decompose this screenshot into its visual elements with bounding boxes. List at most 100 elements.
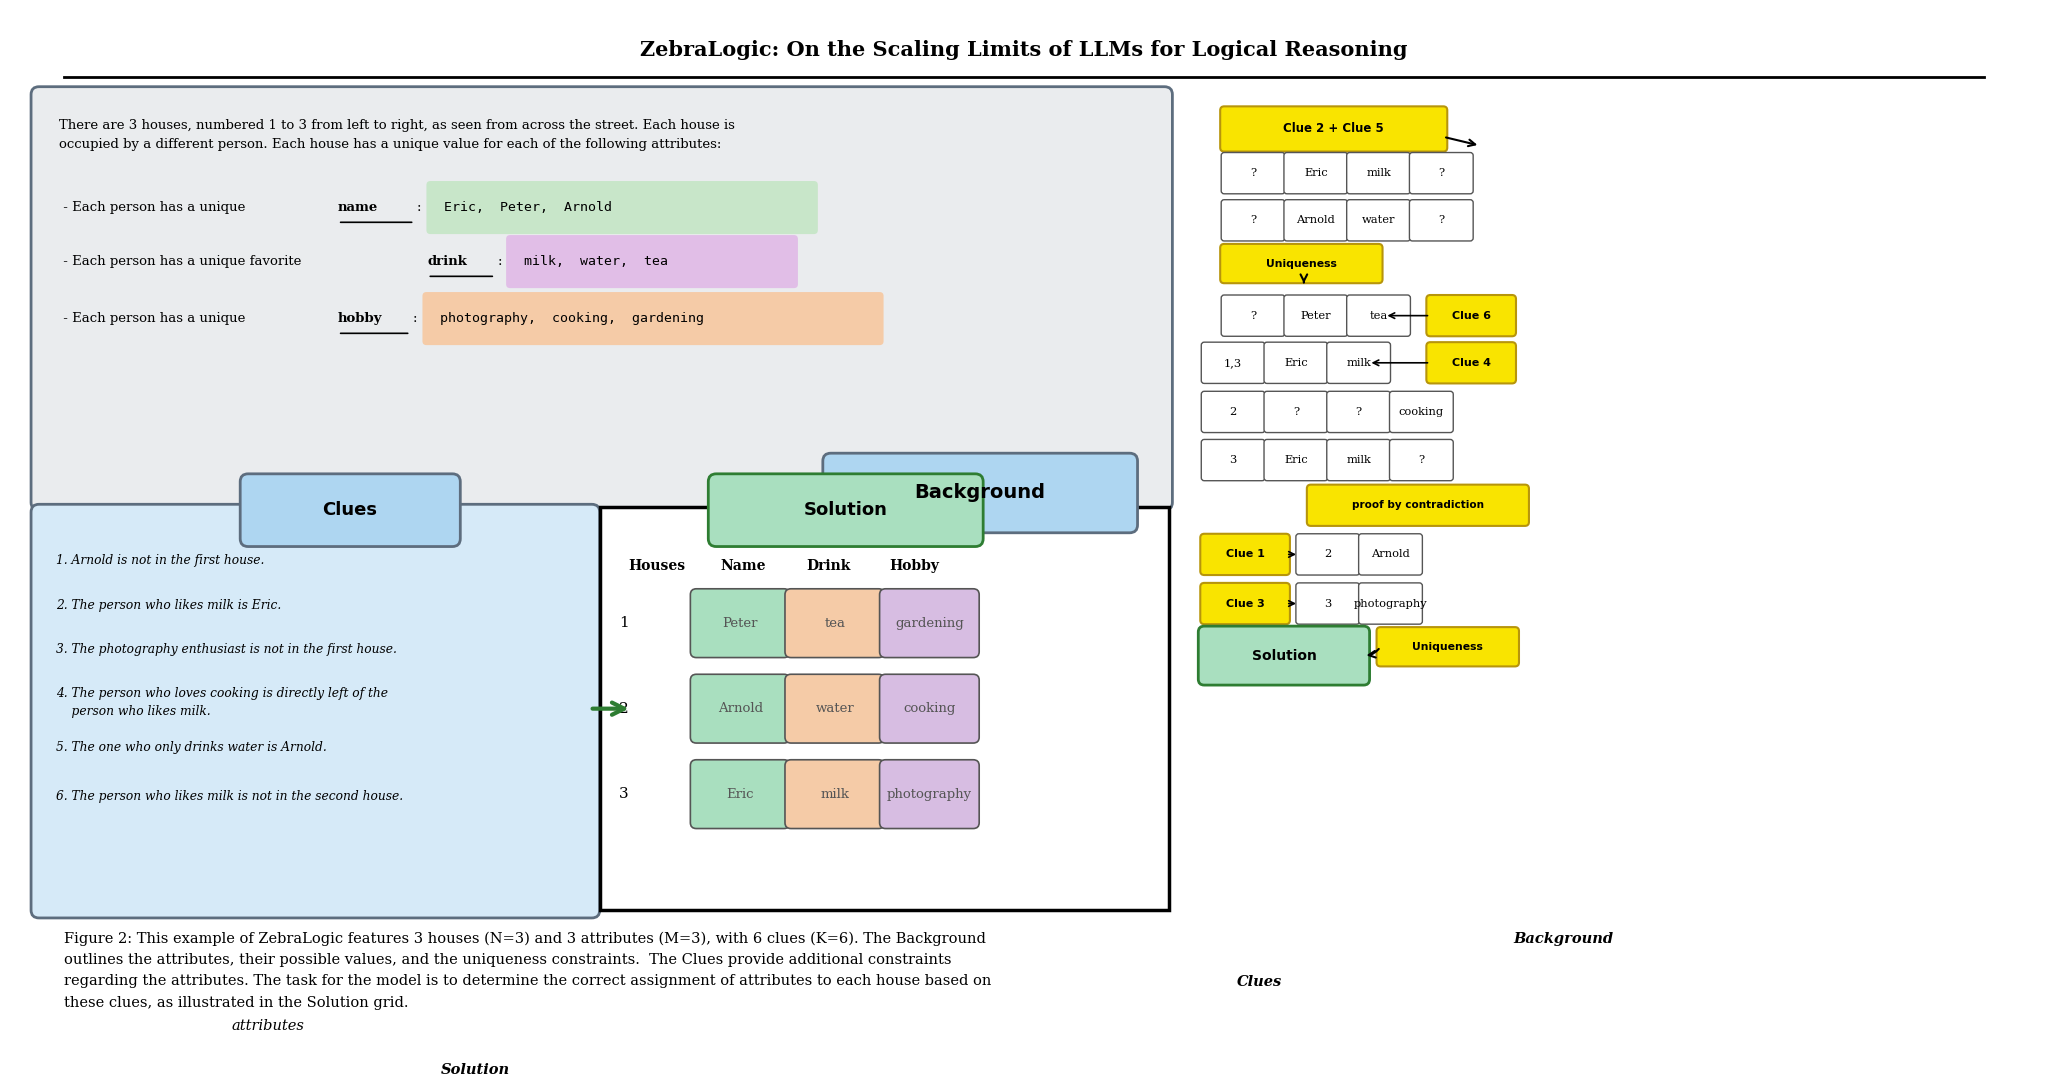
Text: Eric: Eric — [1284, 358, 1309, 368]
Text: ?: ? — [1249, 168, 1255, 179]
Text: :: : — [414, 312, 422, 325]
FancyBboxPatch shape — [784, 589, 885, 658]
Text: milk: milk — [1346, 456, 1370, 465]
Text: milk: milk — [1366, 168, 1391, 179]
Text: Eric: Eric — [727, 788, 754, 801]
FancyBboxPatch shape — [1358, 533, 1423, 575]
FancyBboxPatch shape — [1348, 295, 1411, 337]
Text: Figure 2: This example of ZebraLogic features 3 houses (N=3) and 3 attributes (M: Figure 2: This example of ZebraLogic fea… — [63, 932, 991, 1010]
Text: ?: ? — [1438, 215, 1444, 225]
Text: photography: photography — [1354, 598, 1427, 608]
Text: 2: 2 — [1229, 407, 1237, 417]
FancyBboxPatch shape — [1200, 583, 1290, 624]
Text: 6. The person who likes milk is not in the second house.: 6. The person who likes milk is not in t… — [55, 790, 403, 803]
Text: water: water — [1362, 215, 1395, 225]
FancyBboxPatch shape — [1409, 153, 1473, 194]
FancyBboxPatch shape — [1284, 153, 1348, 194]
Text: Houses: Houses — [629, 559, 686, 573]
Text: Eric: Eric — [1305, 168, 1327, 179]
Text: Uniqueness: Uniqueness — [1266, 259, 1337, 268]
Text: Drink: Drink — [807, 559, 852, 573]
Text: Eric: Eric — [1284, 456, 1309, 465]
Text: Peter: Peter — [723, 617, 758, 630]
FancyBboxPatch shape — [1202, 342, 1266, 383]
Text: ?: ? — [1249, 215, 1255, 225]
Text: ?: ? — [1292, 407, 1298, 417]
FancyBboxPatch shape — [1327, 439, 1391, 480]
Text: Arnold: Arnold — [1370, 550, 1409, 559]
FancyBboxPatch shape — [31, 87, 1171, 511]
Text: milk: milk — [821, 788, 850, 801]
Text: Clue 4: Clue 4 — [1452, 358, 1491, 368]
Text: Name: Name — [721, 559, 766, 573]
Text: photography: photography — [887, 788, 973, 801]
Text: proof by contradiction: proof by contradiction — [1352, 500, 1485, 511]
Text: Peter: Peter — [1300, 311, 1331, 320]
FancyBboxPatch shape — [1202, 392, 1266, 433]
FancyBboxPatch shape — [1425, 342, 1516, 383]
FancyBboxPatch shape — [1307, 485, 1530, 526]
FancyBboxPatch shape — [690, 589, 791, 658]
FancyBboxPatch shape — [1327, 342, 1391, 383]
Text: Background: Background — [1513, 932, 1614, 946]
FancyBboxPatch shape — [879, 674, 979, 743]
Text: 3: 3 — [618, 787, 629, 801]
FancyBboxPatch shape — [506, 235, 799, 288]
FancyBboxPatch shape — [1264, 392, 1327, 433]
FancyBboxPatch shape — [1409, 200, 1473, 241]
Text: photography,  cooking,  gardening: photography, cooking, gardening — [440, 312, 705, 325]
FancyBboxPatch shape — [784, 674, 885, 743]
FancyBboxPatch shape — [1264, 439, 1327, 480]
Text: ?: ? — [1249, 311, 1255, 320]
Text: milk,  water,  tea: milk, water, tea — [524, 255, 668, 268]
Text: Solution: Solution — [440, 1063, 510, 1077]
Text: tea: tea — [1370, 311, 1389, 320]
FancyBboxPatch shape — [879, 589, 979, 658]
Text: 1,3: 1,3 — [1225, 358, 1243, 368]
Text: 2: 2 — [1325, 550, 1331, 559]
Text: There are 3 houses, numbered 1 to 3 from left to right, as seen from across the : There are 3 houses, numbered 1 to 3 from… — [59, 119, 735, 151]
Text: name: name — [338, 201, 379, 214]
Text: Hobby: Hobby — [889, 559, 940, 573]
Text: milk: milk — [1346, 358, 1370, 368]
Text: drink: drink — [428, 255, 467, 268]
Text: 4. The person who loves cooking is directly left of the
    person who likes mil: 4. The person who loves cooking is direc… — [55, 687, 387, 718]
FancyBboxPatch shape — [823, 453, 1137, 532]
Text: ?: ? — [1419, 456, 1425, 465]
Text: Solution: Solution — [803, 501, 887, 519]
FancyBboxPatch shape — [422, 292, 883, 345]
FancyBboxPatch shape — [1358, 583, 1423, 624]
Text: Clue 2 + Clue 5: Clue 2 + Clue 5 — [1284, 122, 1384, 135]
Text: Solution: Solution — [1251, 648, 1317, 662]
Text: 2. The person who likes milk is Eric.: 2. The person who likes milk is Eric. — [55, 598, 281, 611]
Text: Eric,  Peter,  Arnold: Eric, Peter, Arnold — [444, 201, 612, 214]
FancyBboxPatch shape — [690, 760, 791, 829]
FancyBboxPatch shape — [1296, 533, 1360, 575]
Text: - Each person has a unique favorite: - Each person has a unique favorite — [59, 255, 305, 268]
FancyBboxPatch shape — [1389, 392, 1454, 433]
FancyBboxPatch shape — [240, 474, 461, 546]
Text: 1. Arnold is not in the first house.: 1. Arnold is not in the first house. — [55, 554, 264, 567]
FancyBboxPatch shape — [1198, 626, 1370, 685]
FancyBboxPatch shape — [1221, 106, 1448, 151]
FancyBboxPatch shape — [1284, 295, 1348, 337]
Text: 3: 3 — [1325, 598, 1331, 608]
FancyBboxPatch shape — [1221, 153, 1284, 194]
Text: cooking: cooking — [903, 702, 956, 715]
FancyBboxPatch shape — [1348, 153, 1411, 194]
FancyBboxPatch shape — [1376, 628, 1520, 667]
FancyBboxPatch shape — [1284, 200, 1348, 241]
FancyBboxPatch shape — [1221, 295, 1284, 337]
FancyBboxPatch shape — [1296, 583, 1360, 624]
FancyBboxPatch shape — [31, 504, 600, 918]
FancyBboxPatch shape — [1425, 295, 1516, 337]
Text: Clues: Clues — [322, 501, 377, 519]
Text: hobby: hobby — [338, 312, 383, 325]
FancyBboxPatch shape — [784, 760, 885, 829]
FancyBboxPatch shape — [1221, 243, 1382, 283]
Text: Arnold: Arnold — [717, 702, 762, 715]
Text: Clue 6: Clue 6 — [1452, 311, 1491, 320]
Text: tea: tea — [823, 617, 846, 630]
FancyBboxPatch shape — [1327, 392, 1391, 433]
Text: Arnold: Arnold — [1296, 215, 1335, 225]
